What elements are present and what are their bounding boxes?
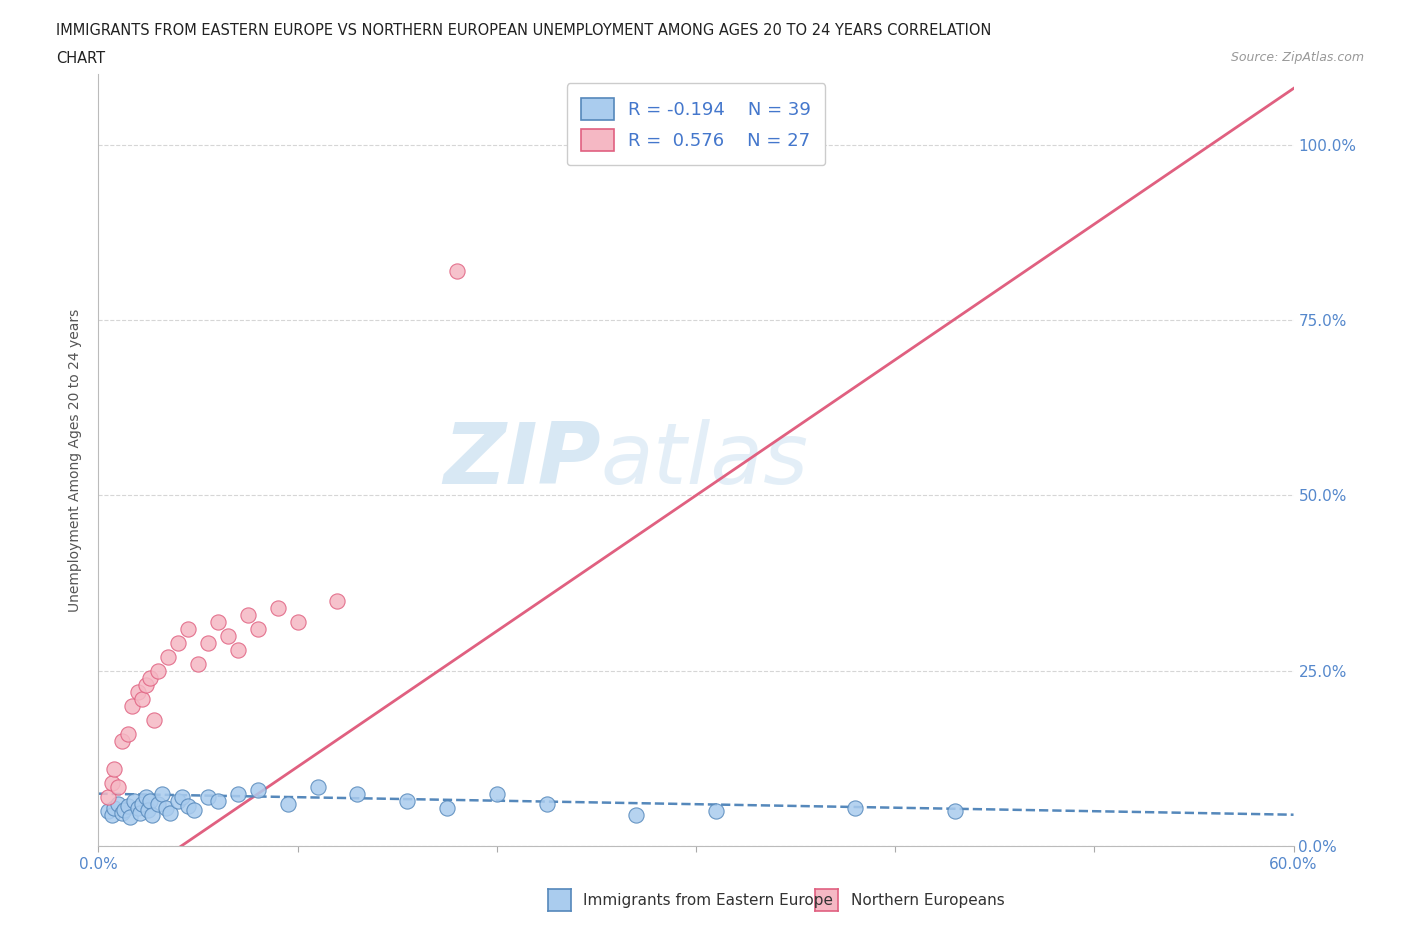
Point	[107, 797, 129, 812]
Point	[103, 800, 125, 815]
Point	[131, 692, 153, 707]
Point	[103, 762, 125, 777]
Point	[197, 635, 219, 650]
Point	[226, 786, 249, 801]
Point	[277, 797, 299, 812]
Point	[127, 800, 149, 815]
Text: Immigrants from Eastern Europe: Immigrants from Eastern Europe	[583, 893, 834, 908]
Point	[111, 805, 134, 820]
Point	[148, 663, 170, 678]
Point	[167, 793, 190, 808]
Point	[159, 805, 181, 820]
Point	[111, 734, 134, 749]
Point	[287, 615, 309, 630]
Point	[207, 615, 229, 630]
Point	[267, 600, 290, 615]
Point	[148, 797, 170, 812]
Text: Northern Europeans: Northern Europeans	[851, 893, 1004, 908]
Point	[446, 263, 468, 278]
Point	[136, 803, 159, 817]
Point	[139, 793, 162, 808]
Point	[246, 621, 269, 636]
Point	[120, 809, 142, 824]
Point	[129, 805, 152, 820]
Text: ZIP: ZIP	[443, 418, 600, 502]
Point	[187, 657, 209, 671]
Point	[143, 712, 166, 727]
Text: CHART: CHART	[56, 51, 105, 66]
Point	[626, 807, 648, 822]
Point	[226, 643, 249, 658]
Point	[121, 698, 143, 713]
Point	[101, 807, 124, 822]
Y-axis label: Unemployment Among Ages 20 to 24 years: Unemployment Among Ages 20 to 24 years	[69, 309, 83, 612]
Point	[346, 786, 368, 801]
Point	[844, 800, 866, 815]
Point	[177, 798, 200, 813]
Point	[177, 621, 200, 636]
Point	[485, 786, 508, 801]
Point	[436, 800, 458, 815]
Point	[101, 776, 124, 790]
Point	[172, 790, 194, 804]
Point	[97, 804, 120, 818]
Text: atlas: atlas	[600, 418, 808, 502]
Point	[704, 804, 727, 818]
Point	[326, 593, 349, 608]
Point	[139, 671, 162, 685]
Point	[183, 803, 205, 817]
Point	[117, 726, 139, 741]
Point	[150, 786, 173, 801]
Point	[246, 783, 269, 798]
Point	[124, 793, 146, 808]
Point	[107, 779, 129, 794]
Point	[127, 684, 149, 699]
Point	[141, 807, 163, 822]
Point	[112, 803, 135, 817]
Point	[131, 797, 153, 812]
Point	[307, 779, 329, 794]
Point	[207, 793, 229, 808]
Point	[135, 677, 157, 692]
Point	[135, 790, 157, 804]
Point	[157, 649, 180, 664]
Point	[943, 804, 966, 818]
Text: IMMIGRANTS FROM EASTERN EUROPE VS NORTHERN EUROPEAN UNEMPLOYMENT AMONG AGES 20 T: IMMIGRANTS FROM EASTERN EUROPE VS NORTHE…	[56, 23, 991, 38]
Point	[236, 607, 259, 622]
Point	[396, 793, 419, 808]
Point	[117, 798, 139, 813]
Point	[217, 629, 239, 644]
Point	[536, 797, 558, 812]
Point	[197, 790, 219, 804]
Point	[155, 800, 177, 815]
Point	[167, 635, 190, 650]
Point	[97, 790, 120, 804]
Text: Source: ZipAtlas.com: Source: ZipAtlas.com	[1230, 51, 1364, 64]
